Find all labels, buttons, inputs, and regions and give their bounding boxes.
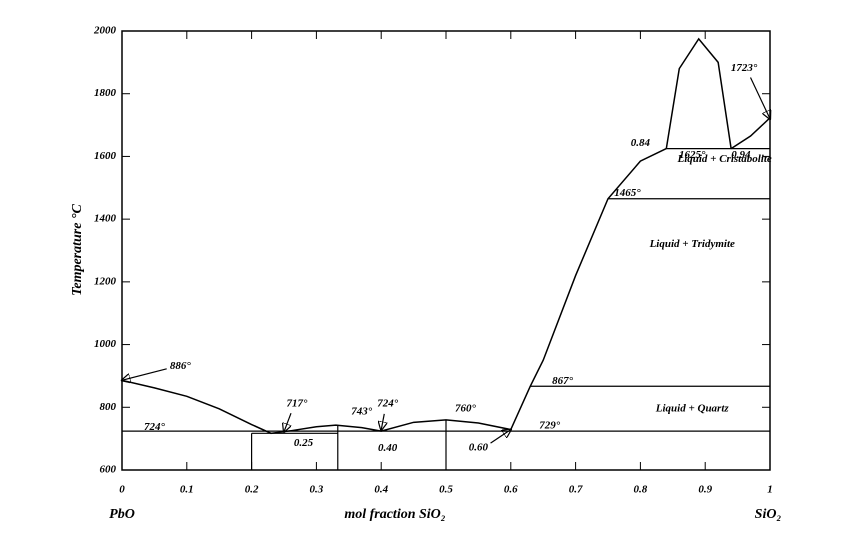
annotation: 1723°: [731, 62, 758, 74]
phase-curve: [730, 117, 771, 150]
phase-curve: [665, 37, 732, 149]
x-tick-label: 0.1: [180, 484, 194, 496]
annotation: 0.60: [469, 442, 489, 454]
y-tick-label: 2000: [93, 25, 117, 37]
arrow: [122, 368, 167, 380]
annotation: 886°: [170, 360, 192, 372]
y-tick-label: 1600: [94, 150, 117, 162]
annotation: 760°: [455, 402, 477, 414]
annotation: 729°: [539, 420, 561, 432]
x-tick-label: 1: [767, 484, 773, 496]
x-end-label: SiO₂: [755, 507, 782, 522]
y-axis-label: Temperature °C: [70, 203, 85, 295]
x-tick-label: 0.6: [504, 484, 518, 496]
x-tick-label: 0.4: [374, 484, 388, 496]
y-tick-label: 1200: [94, 275, 117, 287]
annotation: Liquid + Tridymite: [649, 238, 735, 250]
annotation: 0.40: [378, 442, 398, 454]
annotation: 1625°: [679, 149, 706, 161]
annotation: 724°: [144, 421, 166, 433]
arrow: [749, 77, 770, 119]
x-tick-label: 0.2: [245, 484, 259, 496]
phase-curve: [121, 147, 667, 435]
x-tick-label: 0.5: [439, 484, 453, 496]
x-tick-label: 0.7: [569, 484, 583, 496]
annotation: 0.25: [294, 437, 314, 449]
annotation: 0.84: [631, 137, 651, 149]
arrow: [381, 413, 384, 430]
x-tick-label: 0: [119, 484, 125, 496]
arrow: [490, 430, 511, 444]
annotation: 1465°: [614, 187, 641, 199]
x-axis-label: mol fraction SiO₂: [344, 507, 445, 522]
y-tick-label: 800: [100, 401, 117, 413]
x-tick-label: 0.3: [310, 484, 324, 496]
y-tick-label: 1800: [94, 87, 117, 99]
y-tick-label: 1000: [94, 338, 117, 350]
annotation: Liquid + Quartz: [655, 402, 730, 414]
y-tick-label: 1400: [94, 213, 117, 225]
annotation: 724°: [377, 398, 399, 410]
annotation: 867°: [552, 375, 574, 387]
arrow: [284, 412, 292, 432]
x-tick-label: 0.9: [698, 484, 712, 496]
y-tick-label: 600: [100, 464, 117, 476]
annotation: Liquid + Cristabolite: [676, 153, 771, 165]
annotation: 0.94: [731, 149, 751, 161]
annotation: 717°: [287, 398, 309, 410]
x-tick-label: 0.8: [634, 484, 648, 496]
annotation: 743°: [351, 406, 373, 418]
x-end-label: PbO: [109, 507, 135, 522]
